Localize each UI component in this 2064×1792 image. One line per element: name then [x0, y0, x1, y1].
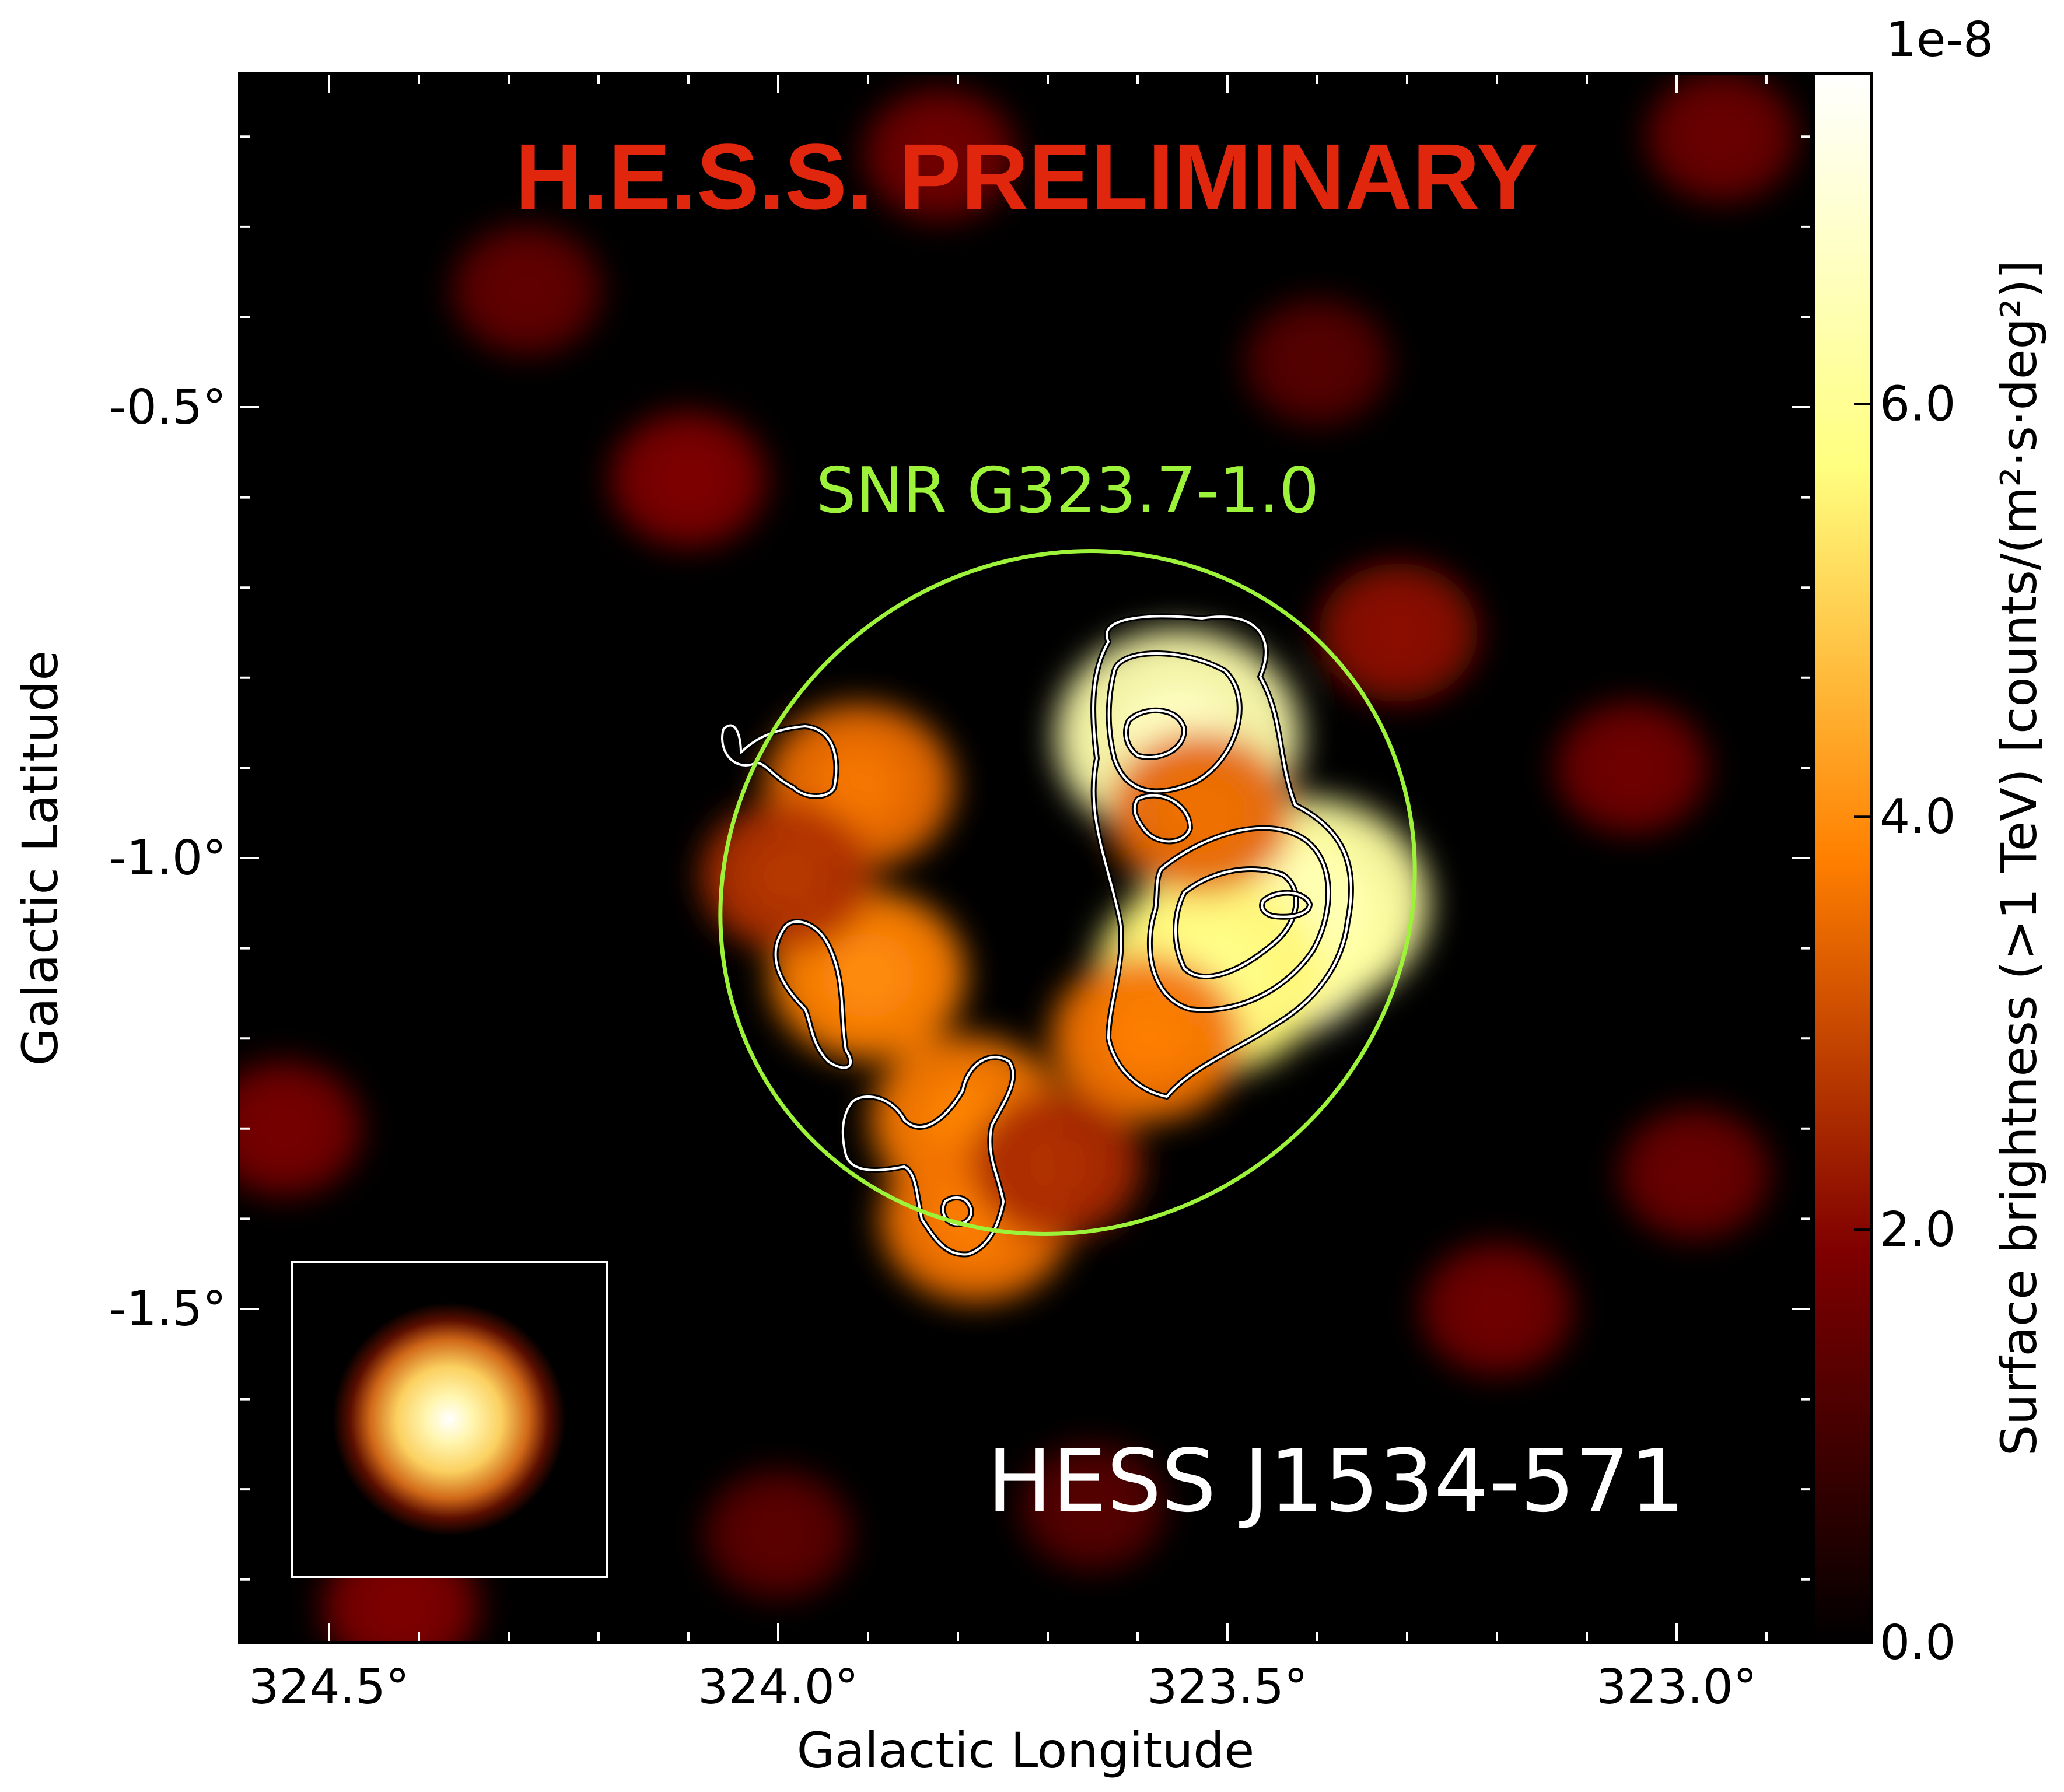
- contour-mid-south-white: [1148, 827, 1330, 1012]
- colorbar-ticks: 0.0 2.0 4.0 6.0: [1854, 376, 1955, 1671]
- colorbar-tick-label-0: 0.0: [1880, 1615, 1955, 1671]
- x-axis: 324.5° 324.0° 323.5° 323.0°: [249, 1660, 1757, 1715]
- y-axis-title: Galactic Latitude: [12, 650, 69, 1066]
- contour-peak-east-white: [1261, 891, 1311, 918]
- emission-core-22: [1685, 104, 1758, 170]
- x-tick-label-0: 324.5°: [249, 1660, 410, 1715]
- psf-inset: [291, 1261, 608, 1578]
- preliminary-watermark: H.E.S.S. PRELIMINARY: [515, 124, 1538, 229]
- emission-core-6: [821, 933, 915, 1018]
- colorbar-tick-label-1: 2.0: [1880, 1202, 1955, 1258]
- snr-region-ellipse: [718, 549, 1417, 1236]
- colorbar-tick-label-3: 6.0: [1880, 376, 1955, 432]
- emission-core-12: [1360, 598, 1437, 667]
- colorbar: 0.0 2.0 4.0 6.0 1e-8 Surface brightness (>1…: [1813, 12, 2048, 1671]
- colorbar-scale: [1813, 72, 1873, 1644]
- emission-core-17: [1659, 1141, 1731, 1206]
- y-tick-label-0: -0.5°: [109, 380, 226, 435]
- emission-core-19: [363, 1573, 439, 1641]
- contour-south-arc-white: [841, 1056, 1014, 1256]
- contour-mid-north-white: [1107, 652, 1241, 793]
- snr-region-label: SNR G323.7-1.0: [816, 454, 1319, 527]
- x-tick-label-3: 323.0°: [1596, 1660, 1757, 1715]
- plot-inner-ticks: [239, 74, 1811, 1643]
- x-tick-label-1: 324.0°: [698, 1660, 859, 1715]
- y-tick-label-1: -1.0°: [109, 831, 226, 886]
- x-axis-title: Galactic Longitude: [797, 1722, 1255, 1779]
- source-name-label: HESS J1534-571: [987, 1431, 1685, 1531]
- emission-core-23: [1282, 331, 1352, 394]
- emission-core-20: [1058, 1476, 1128, 1539]
- colorbar-title: Surface brightness (>1 TeV) [counts/(m²·…: [1990, 260, 2048, 1456]
- emission-core-14: [651, 445, 726, 513]
- contour-inner-south-white: [1174, 868, 1297, 978]
- emission-core-15: [491, 257, 562, 323]
- plot-frame: [238, 72, 1813, 1644]
- emission-core-11: [1016, 1128, 1097, 1202]
- contour-small-north-knot-white: [1133, 794, 1191, 843]
- emission-core-21: [903, 121, 977, 188]
- y-tick-label-2: -1.5°: [109, 1282, 226, 1337]
- psf-inset-spot: [333, 1303, 566, 1536]
- emission-core-18: [247, 1095, 321, 1163]
- significance-contours: [719, 613, 1354, 1258]
- x-tick-label-2: 323.5°: [1147, 1660, 1308, 1715]
- emission-core-5: [1101, 997, 1192, 1080]
- colorbar-offset-label: 1e-8: [1886, 12, 1993, 68]
- emission-core-16: [1460, 1276, 1534, 1342]
- psf-inset-frame: [291, 1261, 608, 1578]
- contour-outer-north-white: [1092, 615, 1352, 1098]
- contour-west-arc-white: [774, 921, 852, 1069]
- contour-northwest-knot-white: [721, 724, 838, 797]
- contour-inner-north-white: [1125, 709, 1185, 758]
- emission-core-13: [1595, 734, 1668, 801]
- emission-core-24: [743, 1503, 813, 1566]
- colorbar-tick-label-2: 4.0: [1880, 789, 1955, 845]
- y-axis: -0.5° -1.0° -1.5°: [109, 380, 226, 1337]
- emission-core-10: [746, 839, 828, 914]
